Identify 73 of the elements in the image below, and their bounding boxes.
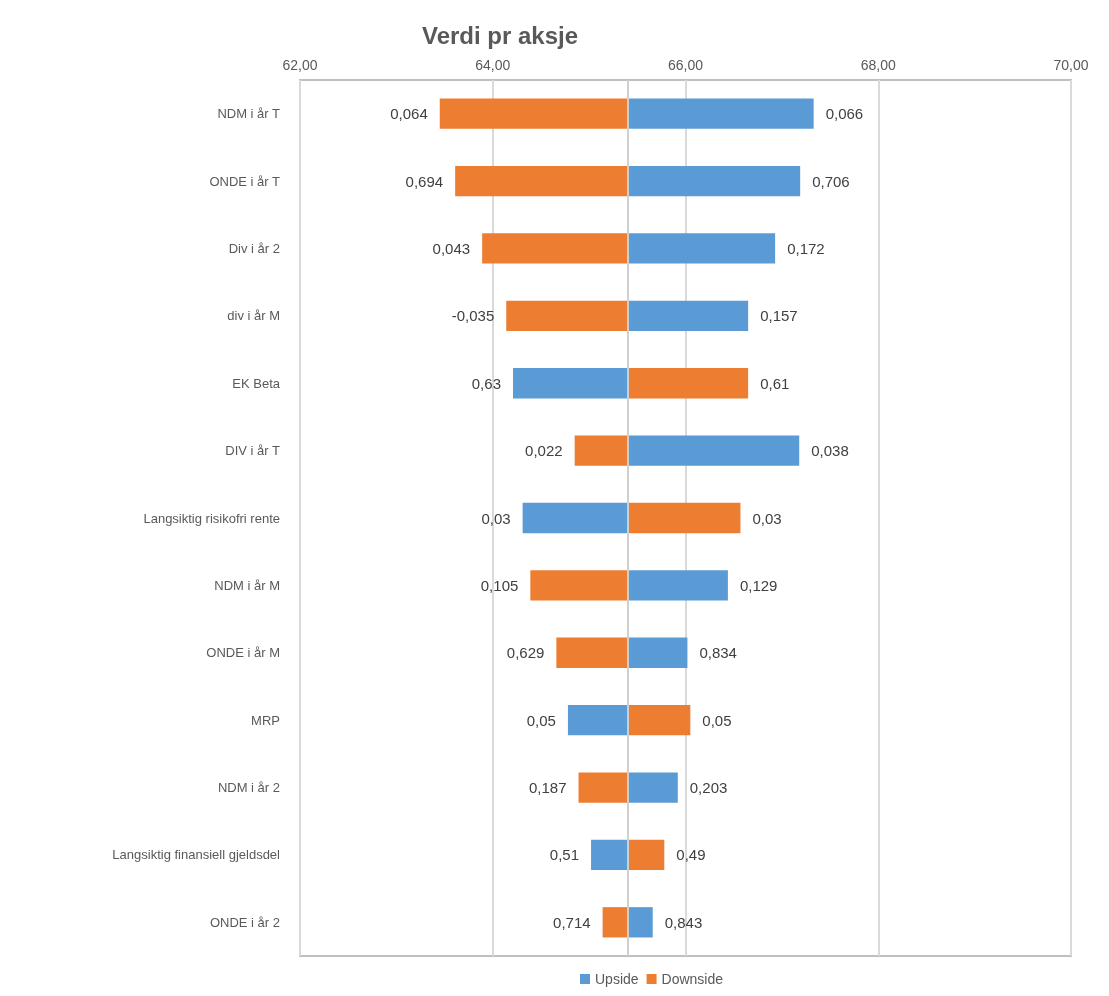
y-tick-label: ONDE i år 2 bbox=[209, 914, 280, 930]
annotation: 0,51 bbox=[549, 846, 580, 864]
bar bbox=[627, 435, 800, 466]
annotation: -0,035 bbox=[451, 307, 495, 325]
y-tick-label: div i år M bbox=[227, 308, 280, 324]
annotation: 0,038 bbox=[811, 442, 849, 460]
bar bbox=[574, 435, 628, 466]
x-tick-label: 66,00 bbox=[667, 57, 704, 73]
bar bbox=[591, 839, 628, 871]
annotation: 0,05 bbox=[702, 711, 732, 729]
bar bbox=[627, 570, 728, 601]
y-tick-label: EK Beta bbox=[232, 375, 281, 391]
y-tick-label: NDM i år T bbox=[217, 106, 281, 122]
bar bbox=[439, 98, 628, 129]
bar bbox=[482, 233, 628, 264]
annotation: 0,843 bbox=[664, 913, 703, 931]
annotation: 0,03 bbox=[752, 509, 782, 527]
annotation: 0,05 bbox=[526, 711, 556, 729]
annotation: 0,157 bbox=[760, 307, 798, 325]
annotation: 0,706 bbox=[812, 172, 850, 190]
legend-label: Downside bbox=[661, 971, 724, 987]
y-tick-label: Div i år 2 bbox=[228, 240, 280, 256]
x-tick-label: 62,00 bbox=[282, 57, 318, 73]
bar bbox=[627, 165, 801, 197]
annotation: 0,629 bbox=[506, 644, 545, 662]
bar bbox=[627, 704, 691, 736]
bar bbox=[556, 637, 628, 668]
legend-label: Upside bbox=[595, 971, 639, 987]
bar bbox=[567, 704, 628, 736]
chart-title: Verdi pr aksje bbox=[421, 21, 579, 49]
annotation: 0,187 bbox=[528, 779, 567, 797]
annotation: 0,022 bbox=[525, 442, 563, 460]
annotation: 0,064 bbox=[390, 105, 428, 123]
x-tick-label: 70,00 bbox=[1053, 57, 1089, 73]
bar bbox=[627, 502, 741, 534]
y-tick-label: NDM i år M bbox=[214, 577, 280, 593]
x-tick-label: 64,00 bbox=[475, 57, 511, 73]
y-tick-label: Langsiktig finansiell gjeldsdel bbox=[112, 847, 281, 863]
bar bbox=[627, 907, 653, 938]
annotation: 0,172 bbox=[787, 239, 825, 257]
annotation: 0,043 bbox=[432, 239, 471, 257]
bar bbox=[627, 839, 665, 871]
annotation: 0,203 bbox=[689, 779, 728, 797]
bar bbox=[627, 772, 678, 803]
y-tick-label: NDM i år 2 bbox=[217, 780, 280, 796]
y-tick-label: ONDE i år M bbox=[206, 645, 280, 661]
bar bbox=[506, 300, 628, 332]
bar bbox=[455, 165, 628, 197]
annotation: 0,61 bbox=[760, 374, 790, 392]
annotation: 0,105 bbox=[480, 576, 519, 594]
annotation: 0,49 bbox=[676, 846, 706, 864]
y-tick-label: Langsiktig risikofri rente bbox=[143, 510, 280, 526]
annotation: 0,63 bbox=[471, 374, 501, 392]
bar bbox=[522, 502, 628, 534]
annotation: 0,714 bbox=[553, 913, 591, 931]
bar bbox=[530, 570, 628, 601]
y-tick-label: MRP bbox=[251, 712, 280, 728]
bar bbox=[627, 98, 814, 129]
bar bbox=[512, 368, 628, 399]
annotation: 0,066 bbox=[825, 105, 864, 123]
annotation: 0,834 bbox=[699, 644, 737, 662]
bar bbox=[627, 368, 749, 399]
bar bbox=[627, 233, 776, 264]
bar bbox=[627, 300, 749, 332]
bar bbox=[627, 637, 688, 668]
annotation: 0,694 bbox=[405, 172, 444, 190]
y-tick-label: ONDE i år T bbox=[209, 173, 281, 189]
bar bbox=[578, 772, 628, 803]
y-tick-label: DIV i år T bbox=[225, 443, 281, 459]
x-tick-label: 68,00 bbox=[860, 57, 896, 73]
annotation: 0,03 bbox=[481, 509, 511, 527]
bar bbox=[602, 907, 628, 938]
annotation: 0,129 bbox=[739, 576, 778, 594]
